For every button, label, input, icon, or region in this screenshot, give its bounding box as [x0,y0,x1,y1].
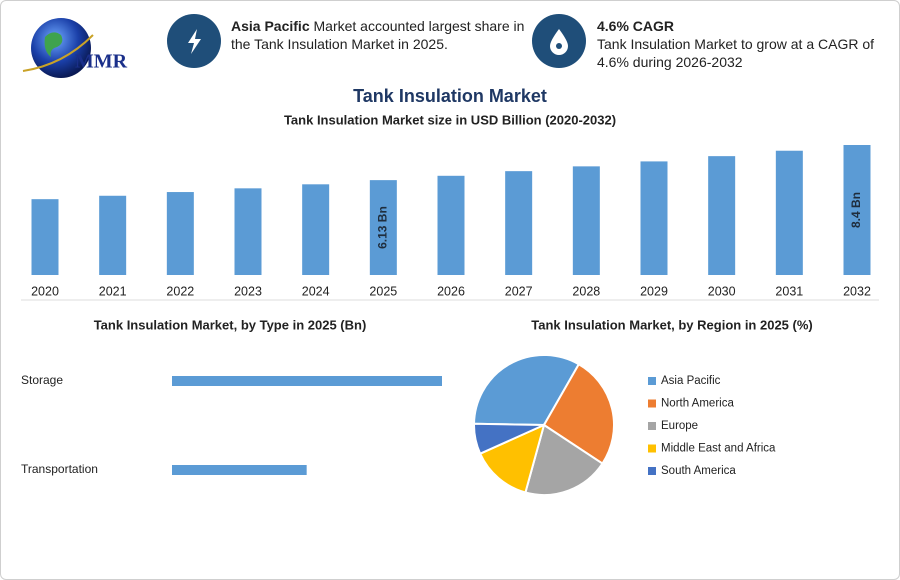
bolt-icon [188,29,201,54]
legend-label: Middle East and Africa [661,443,776,455]
x-tick-label: 2021 [99,284,127,298]
drop-icon-dot [556,43,562,49]
legend-swatch [648,377,656,385]
bar [775,150,803,275]
category-label: Transportation [21,462,98,476]
bar [166,192,194,275]
bar [302,184,330,275]
highlight-text: Asia Pacific Market accounted largest sh… [231,17,531,53]
chart-title: Tank Insulation Market, by Type in 2025 … [94,317,367,332]
category-label: Storage [21,373,63,387]
legend-label: South America [661,465,736,477]
pie-slice [472,354,581,427]
bar [572,166,600,275]
x-tick-label: 2025 [369,284,397,298]
bar [640,161,668,275]
highlight-text: 4.6% CAGR Tank Insulation Market to grow … [597,17,887,71]
x-tick-label: 2022 [166,284,194,298]
bar [172,465,307,475]
highlight-bold: Asia Pacific [231,18,310,34]
legend-swatch [648,444,656,453]
legend-swatch [648,467,656,475]
pie-slice [473,422,545,456]
bar [505,171,533,275]
highlight-body: Tank Insulation Market to grow at a CAGR… [597,36,875,70]
highlight-body: Market accounted largest share in the Ta… [231,18,525,52]
pie-slice [524,423,604,496]
pie-slice [478,423,546,494]
data-label: 6.13 Bn [376,206,390,249]
bar [437,175,465,275]
logo-land [44,32,63,57]
x-tick-label: 2026 [437,284,465,298]
drop-icon [550,29,568,55]
chart-title: Tank Insulation Market, by Region in 202… [531,317,812,332]
logo-globe [31,18,91,78]
x-tick-label: 2031 [775,284,803,298]
legend-swatch [648,422,656,430]
bar [172,376,442,386]
logo-text: MMR [75,51,128,73]
chart-title: Tank Insulation Market [353,86,547,106]
legend-swatch [648,399,656,408]
legend-label: Europe [661,420,698,432]
x-tick-label: 2027 [505,284,533,298]
x-tick-label: 2020 [31,284,59,298]
logo-swoosh [22,34,94,72]
bar [31,199,59,275]
bar [843,145,871,275]
bar [708,156,736,275]
pie-slice [542,362,615,465]
x-tick-label: 2032 [843,284,871,298]
x-tick-label: 2023 [234,284,262,298]
bar [99,195,127,275]
x-tick-label: 2030 [708,284,736,298]
bar [234,188,262,275]
chart-subtitle: Tank Insulation Market size in USD Billi… [284,112,616,127]
highlight-title: 4.6% CAGR [597,18,675,34]
legend-label: Asia Pacific [661,375,721,387]
x-tick-label: 2029 [640,284,668,298]
x-tick-label: 2024 [302,284,330,298]
bar [369,180,397,275]
legend-label: North America [661,398,734,410]
x-tick-label: 2028 [572,284,600,298]
logo: MMR [22,18,128,78]
data-label: 8.4 Bn [849,192,863,228]
